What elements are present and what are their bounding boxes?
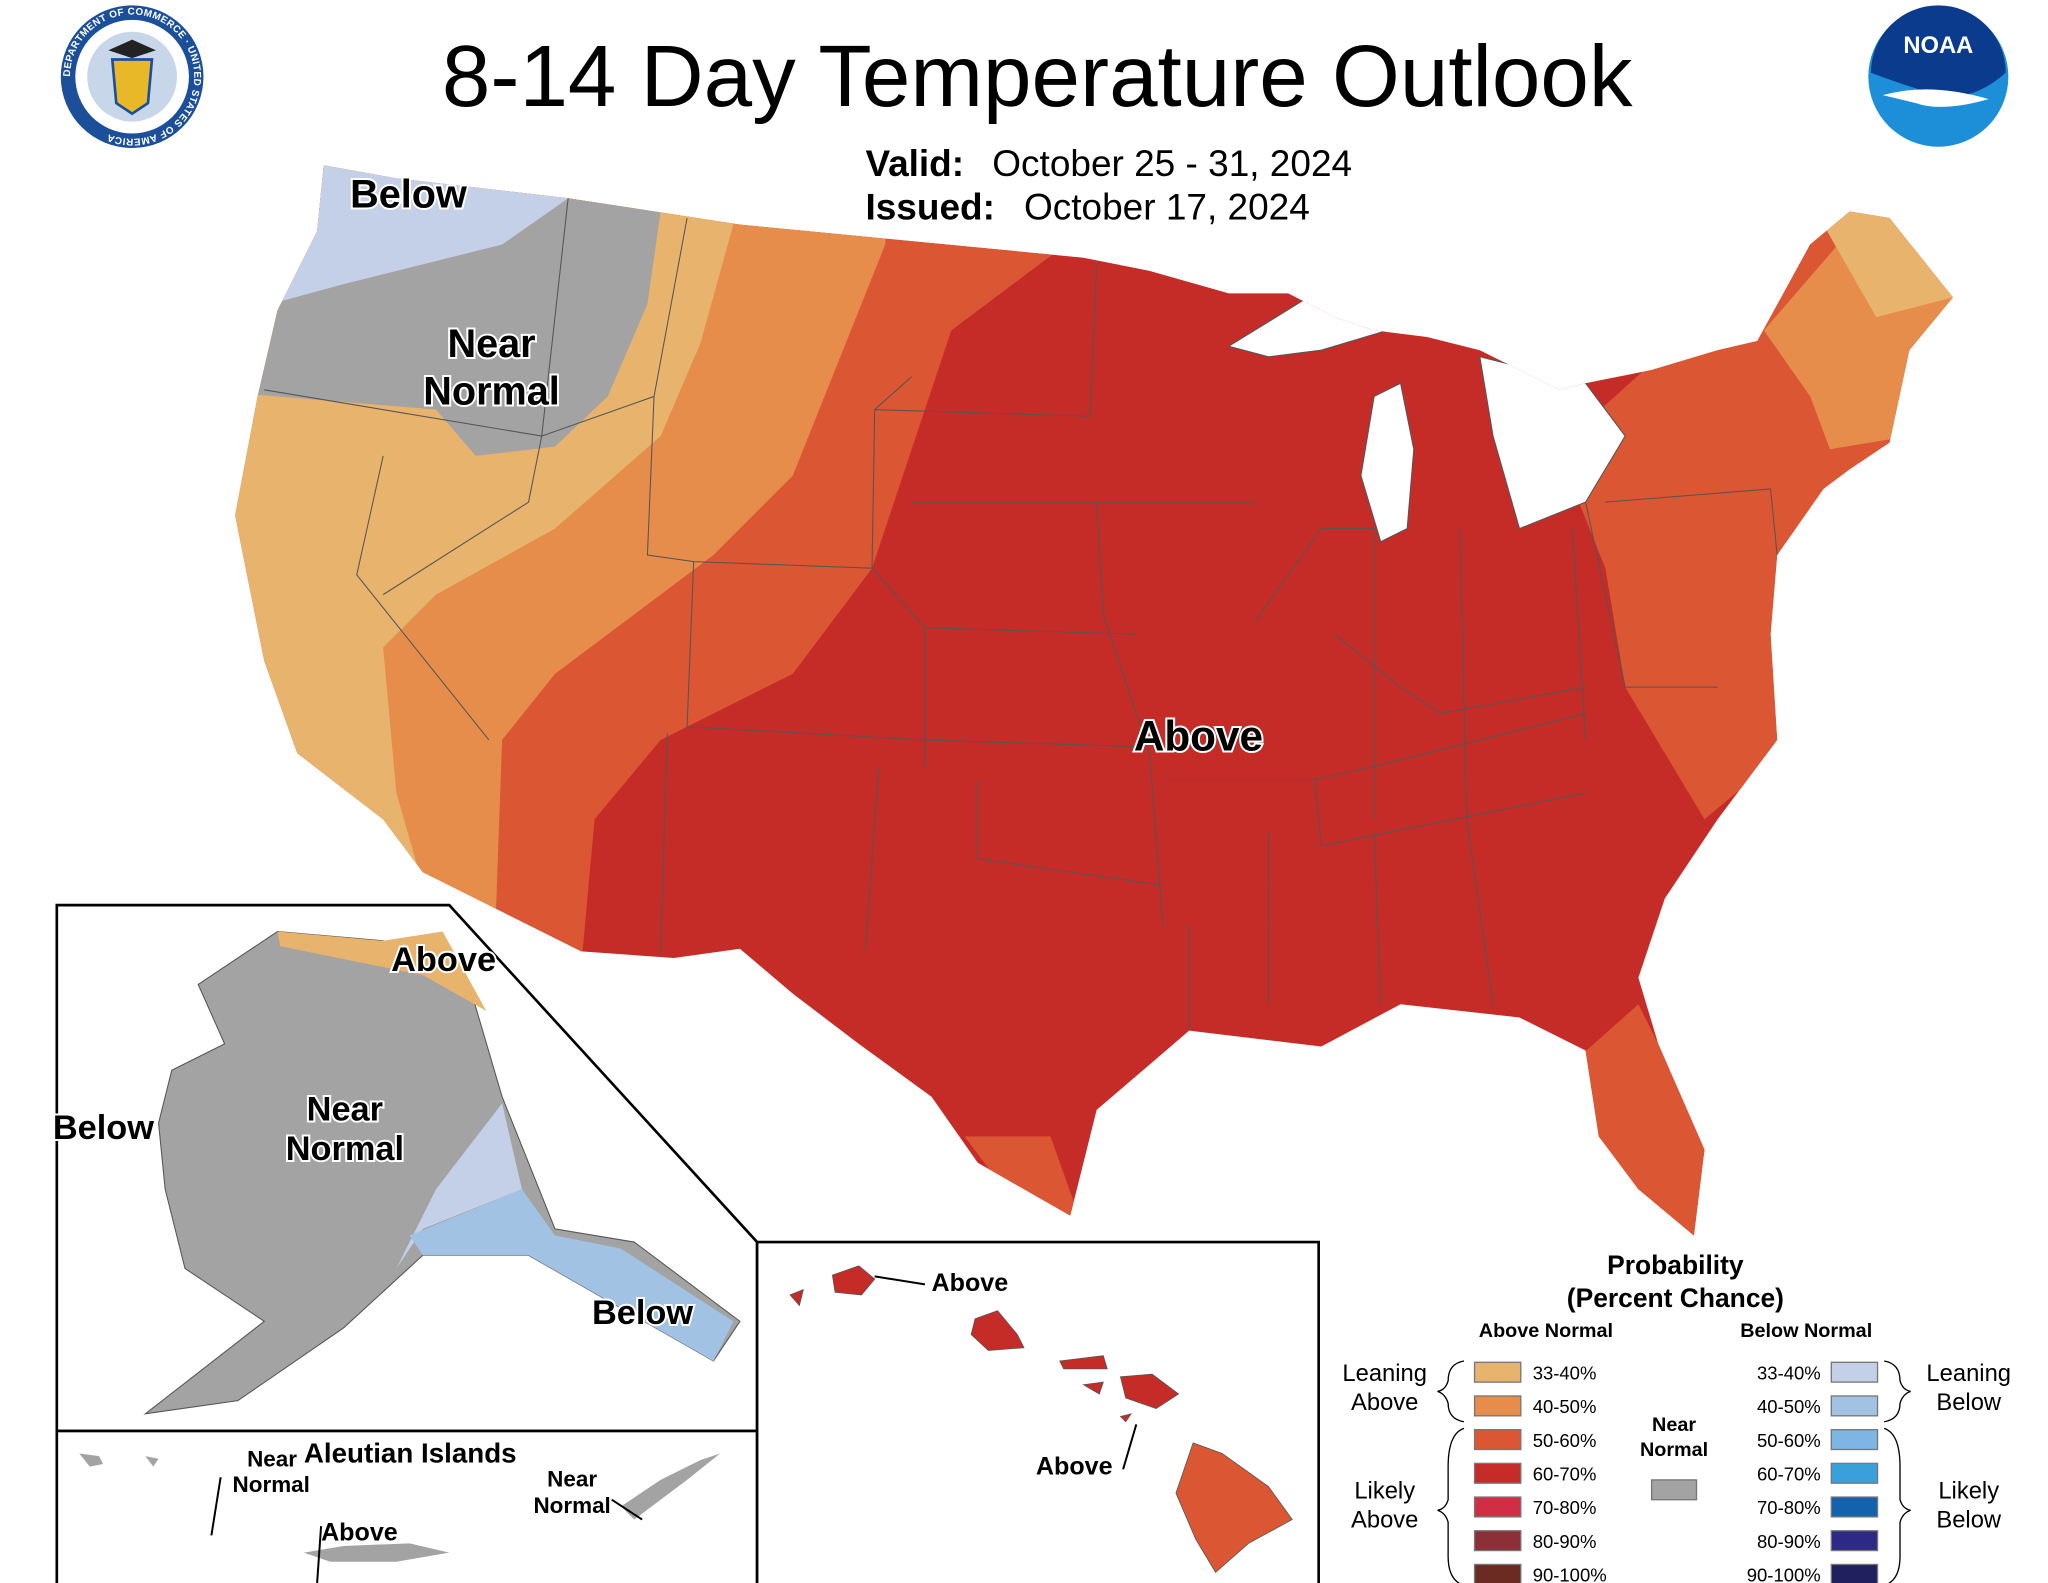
issued-date: October 17, 2024: [1024, 186, 1310, 227]
zone-below-33-40-northwest: [235, 165, 582, 324]
svg-text:Near: Near: [247, 1447, 297, 1472]
legend-swatch-above-33-40%: [1473, 1361, 1522, 1383]
legend-swatch-above-90-100%: [1473, 1563, 1522, 1583]
legend-swatch-below-33-40%: [1830, 1361, 1879, 1383]
legend-swatch-below-40-50%: [1830, 1395, 1879, 1417]
legend-title: Probability: [1607, 1250, 1744, 1280]
legend-label-above: 80-90%: [1533, 1531, 1597, 1552]
legend-swatch-below-60-70%: [1830, 1462, 1879, 1484]
alaska-inset: Above Below Near Normal Below: [51, 903, 759, 1433]
legend-swatch-below-90-100%: [1830, 1563, 1879, 1583]
svg-text:Leaning: Leaning: [1342, 1360, 1427, 1387]
svg-text:Above: Above: [932, 1269, 1009, 1297]
page-title: 8-14 Day Temperature Outlook: [442, 28, 1633, 125]
svg-text:Above: Above: [1351, 1506, 1418, 1533]
legend-subtitle: (Percent Chance): [1567, 1283, 1784, 1313]
legend-label-above: 50-60%: [1533, 1430, 1597, 1451]
legend-swatch-above-70-80%: [1473, 1496, 1522, 1518]
legend-label-above: 40-50%: [1533, 1396, 1597, 1417]
valid-dates: October 25 - 31, 2024: [992, 143, 1352, 184]
svg-text:Near: Near: [307, 1091, 383, 1129]
legend-label-above: 90-100%: [1533, 1565, 1607, 1583]
svg-text:Below: Below: [1936, 1389, 2002, 1416]
legend-label-above: 33-40%: [1533, 1362, 1597, 1383]
svg-text:Normal: Normal: [533, 1493, 610, 1518]
svg-text:Below: Below: [1936, 1506, 2002, 1533]
svg-text:Above: Above: [1351, 1389, 1418, 1416]
legend-label-above: 70-80%: [1533, 1497, 1597, 1518]
legend-swatch-below-50-60%: [1830, 1429, 1879, 1451]
svg-text:Near: Near: [1652, 1414, 1696, 1436]
alaska-below-33-40: [396, 1103, 522, 1269]
valid-label: Valid:: [865, 143, 964, 184]
svg-text:Normal: Normal: [233, 1472, 310, 1497]
svg-text:Normal: Normal: [286, 1130, 404, 1168]
legend-label-below: 90-100%: [1747, 1565, 1821, 1583]
svg-text:Normal: Normal: [423, 369, 560, 413]
legend-swatch-above-60-70%: [1473, 1462, 1522, 1484]
svg-text:Aleutian Islands: Aleutian Islands: [304, 1438, 517, 1469]
legend-label-below: 50-60%: [1757, 1430, 1821, 1451]
legend-label-below: 60-70%: [1757, 1464, 1821, 1485]
zone-near-normal-northwest: [235, 165, 661, 456]
zone-above-33-40-maine: [1823, 185, 1953, 318]
zone-above-50-60-florida: [1578, 1004, 1731, 1236]
header: DEPARTMENT OF COMMERCE · UNITED STATES O…: [60, 5, 2009, 227]
svg-text:Likely: Likely: [1354, 1477, 1415, 1504]
legend-swatch-above-50-60%: [1473, 1429, 1522, 1451]
svg-text:Above: Above: [1036, 1453, 1113, 1481]
svg-text:NOAA: NOAA: [1903, 32, 1973, 59]
svg-text:Below: Below: [350, 172, 467, 216]
svg-text:Below: Below: [53, 1109, 154, 1147]
legend-swatch-below-80-90%: [1830, 1530, 1879, 1552]
alaska-below-40-50: [409, 1189, 734, 1361]
lake-michigan: [1360, 382, 1415, 543]
legend-above-header: Above Normal: [1479, 1320, 1613, 1342]
legend-swatch-near-normal: [1650, 1479, 1698, 1501]
noaa-logo: NOAA: [1868, 5, 2009, 147]
legend-label-below: 70-80%: [1757, 1497, 1821, 1518]
legend-label-below: 33-40%: [1757, 1362, 1821, 1383]
svg-text:Normal: Normal: [1640, 1439, 1708, 1461]
hawaii-inset: Above Above: [755, 1240, 1320, 1583]
svg-text:Above: Above: [391, 941, 496, 979]
lake-huron-erie: [1479, 356, 1626, 530]
aleutian-inset: Aleutian Islands Near Normal Above Near …: [55, 1429, 759, 1583]
svg-text:Above: Above: [1134, 713, 1263, 760]
legend-label-below: 40-50%: [1757, 1396, 1821, 1417]
zone-above-50-60-south-texas: [964, 1136, 1084, 1229]
issued-label: Issued:: [865, 186, 994, 227]
svg-text:Near: Near: [447, 322, 535, 366]
legend-swatch-above-80-90%: [1473, 1530, 1522, 1552]
commerce-seal-logo: DEPARTMENT OF COMMERCE · UNITED STATES O…: [60, 5, 204, 149]
svg-text:Leaning: Leaning: [1926, 1360, 2011, 1387]
legend-swatch-below-70-80%: [1830, 1496, 1879, 1518]
alaska-near-normal: [143, 931, 741, 1415]
legend-below-header: Below Normal: [1740, 1320, 1872, 1342]
svg-text:Above: Above: [321, 1519, 398, 1547]
legend-label-above: 60-70%: [1533, 1464, 1597, 1485]
legend-swatch-above-40-50%: [1473, 1395, 1522, 1417]
svg-text:Likely: Likely: [1938, 1477, 1999, 1504]
alaska-above-33-40: [277, 931, 487, 1011]
conus-labels: Below Near Normal Above: [348, 171, 1265, 762]
svg-text:Near: Near: [547, 1466, 597, 1491]
probability-legend: Probability (Percent Chance) Above Norma…: [1342, 1250, 2011, 1583]
svg-text:Below: Below: [592, 1294, 693, 1332]
legend-label-below: 80-90%: [1757, 1531, 1821, 1552]
